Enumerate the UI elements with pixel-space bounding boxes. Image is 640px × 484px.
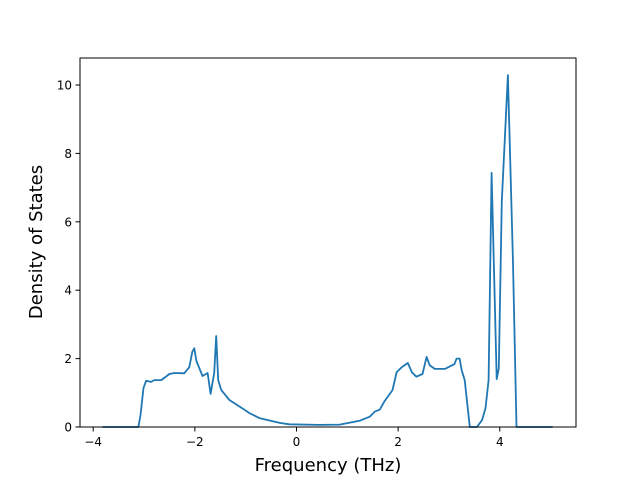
y-tick-label: 8 xyxy=(64,147,72,161)
y-tick-label: 10 xyxy=(57,79,72,93)
x-tick-label: −2 xyxy=(186,435,204,449)
series-line-0 xyxy=(102,74,553,428)
y-tick-label: 2 xyxy=(64,352,72,366)
x-tick-label: 0 xyxy=(293,435,301,449)
y-tick-label: 6 xyxy=(64,215,72,229)
y-axis-label: Density of States xyxy=(26,165,47,319)
axes-frame xyxy=(79,57,577,428)
x-axis-label: Frequency (THz) xyxy=(255,455,402,476)
x-tick-label: 2 xyxy=(394,435,402,449)
x-tick-label: 4 xyxy=(496,435,504,449)
y-tick-label: 4 xyxy=(64,284,72,298)
plot-area: −4 −2 0 2 4 0 2 4 6 8 10 xyxy=(57,57,577,449)
y-tick-label: 0 xyxy=(64,421,72,435)
x-tick-label: −4 xyxy=(84,435,102,449)
